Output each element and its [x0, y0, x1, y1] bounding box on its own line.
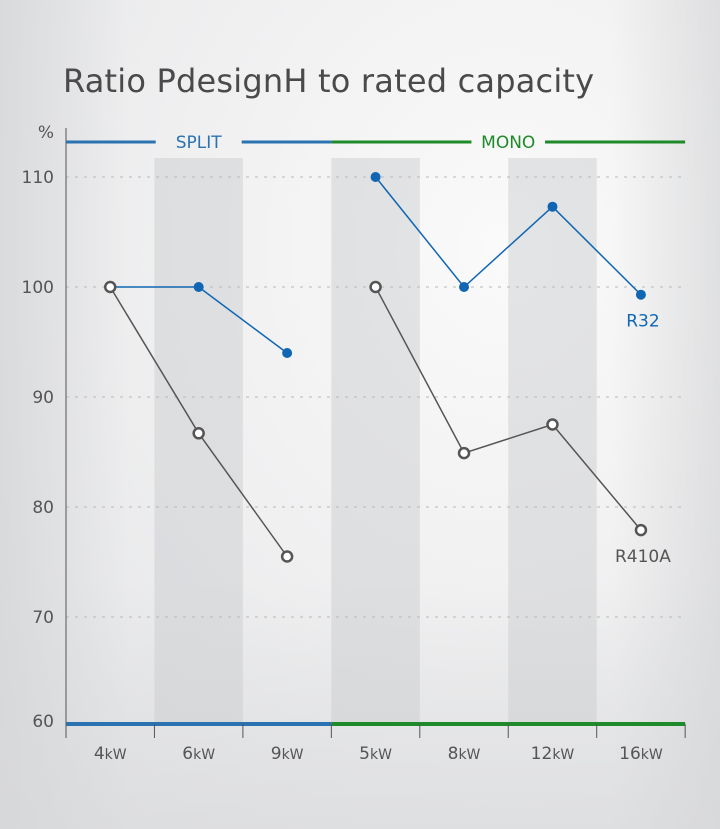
data-point: [547, 201, 558, 212]
data-point: [546, 418, 559, 431]
data-point: [369, 280, 382, 294]
column-shading: [154, 158, 597, 724]
x-tick-value: 9: [271, 744, 282, 764]
series-line: [374, 286, 642, 531]
data-point: [634, 523, 648, 537]
y-axis: % 60 70 80 90 100 110: [22, 123, 67, 738]
x-tick-unit: kW: [193, 747, 215, 763]
x-tick-unit: kW: [370, 747, 392, 763]
x-tick-label: 12kW: [531, 744, 575, 764]
y-axis-unit-label: %: [38, 123, 54, 143]
data-point: [370, 172, 381, 182]
data-point: [280, 550, 294, 563]
series-lines: R32 R410A: [103, 172, 671, 567]
shaded-column: [154, 158, 243, 724]
chart-title: Ratio PdesignH to rated capacity: [63, 62, 595, 100]
data-point: [192, 427, 205, 440]
y-tick-label: 80: [32, 498, 54, 518]
x-tick-unit: kW: [282, 747, 304, 763]
x-tick-value: 12: [531, 744, 553, 764]
shaded-column: [508, 158, 597, 724]
series-r410a: R410A: [103, 280, 671, 567]
x-tick-value: 8: [448, 744, 459, 764]
x-tick-value: 6: [182, 744, 193, 764]
x-tick-label: 4kW: [94, 744, 127, 764]
y-tick-label: 100: [22, 278, 54, 298]
y-tick-label: 90: [32, 388, 54, 408]
x-tick-label: 6kW: [182, 744, 215, 764]
x-axis: 4kW 6kW 9kW 5kW 8kW 12kW 16kW: [65, 724, 686, 764]
data-point: [635, 289, 646, 300]
x-tick-unit: kW: [552, 747, 574, 763]
group-label: MONO: [481, 133, 535, 153]
x-tick-label: 16kW: [619, 744, 663, 764]
shaded-column: [331, 158, 420, 724]
series-line: [374, 176, 642, 296]
data-point: [459, 282, 470, 292]
data-point: [193, 282, 204, 292]
data-point: [282, 348, 293, 358]
x-tick-value: 16: [619, 744, 641, 764]
data-point: [103, 280, 117, 294]
series-label: R32: [626, 312, 659, 332]
y-tick-label: 110: [22, 168, 54, 188]
x-tick-value: 5: [359, 744, 370, 764]
x-tick-value: 4: [94, 744, 105, 764]
group-label: SPLIT: [176, 133, 223, 153]
gridlines: [66, 176, 686, 618]
x-tick-label: 5kW: [359, 744, 392, 764]
x-tick-label: 9kW: [271, 744, 304, 764]
y-tick-label: 60: [32, 712, 54, 732]
x-tick-unit: kW: [641, 747, 663, 763]
x-tick-unit: kW: [105, 747, 127, 763]
series-label: R410A: [615, 547, 671, 567]
y-tick-label: 70: [32, 608, 54, 628]
x-tick-unit: kW: [458, 747, 480, 763]
data-point: [457, 446, 471, 460]
x-tick-label: 8kW: [448, 744, 481, 764]
